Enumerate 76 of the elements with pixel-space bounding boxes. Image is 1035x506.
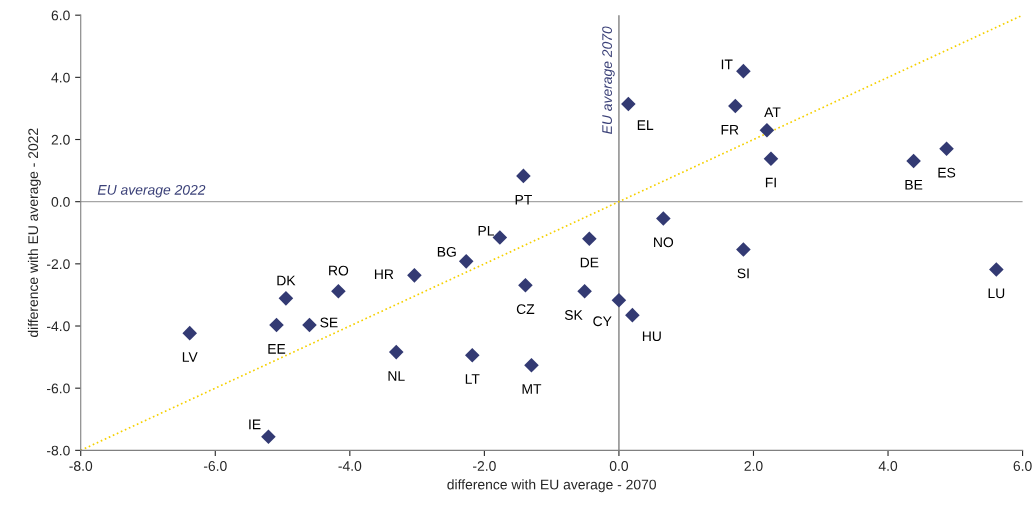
point — [518, 278, 533, 293]
point — [611, 292, 627, 308]
point — [989, 262, 1004, 277]
annotation: EL — [637, 120, 654, 130]
annotation: LT — [465, 374, 480, 384]
annotation: LV — [182, 352, 198, 362]
y-tick-label: -8.0 — [47, 445, 70, 456]
annotation: HU — [642, 331, 661, 342]
x-tick-label: 2.0 — [744, 461, 763, 471]
point — [261, 429, 276, 444]
annotation: EE — [268, 344, 286, 354]
x-tick-label: -2.0 — [473, 461, 496, 471]
point — [331, 283, 346, 299]
x-tick-label: -8.0 — [69, 461, 93, 471]
annotation: SI — [737, 268, 749, 279]
x-tick-label: -4.0 — [338, 461, 362, 471]
point — [736, 242, 751, 257]
y-tick-label: 6.0 — [51, 10, 70, 21]
annotation: IE — [249, 419, 261, 430]
point — [464, 347, 480, 363]
point — [516, 168, 531, 184]
point — [407, 268, 422, 283]
annotation: FR — [721, 124, 739, 135]
y-tick-label: 0.0 — [51, 197, 70, 207]
x-tick-label: 6.0 — [1013, 461, 1032, 471]
annotation: CZ — [516, 304, 535, 315]
ref-line-label: EU average 2070 — [602, 26, 615, 134]
annotation: SE — [320, 317, 338, 328]
annotation: DE — [580, 257, 599, 268]
point — [621, 96, 636, 112]
point — [728, 98, 743, 114]
annotation: AT — [764, 107, 781, 118]
annotation: RO — [329, 265, 349, 276]
point — [302, 317, 317, 333]
point — [625, 307, 640, 323]
point — [763, 151, 779, 167]
point — [269, 317, 284, 333]
point — [182, 325, 197, 341]
annotation: ES — [938, 167, 956, 178]
annotation: LU — [988, 288, 1005, 299]
annotation: BG — [437, 246, 456, 257]
point — [577, 283, 592, 299]
point — [492, 230, 508, 245]
y-tick-label: 2.0 — [51, 134, 70, 145]
annotation: NO — [654, 237, 674, 248]
annotation: CY — [593, 316, 612, 327]
annotation: HR — [374, 269, 394, 279]
annotation: FI — [765, 177, 776, 188]
point — [656, 211, 671, 226]
point — [906, 153, 921, 169]
annotation: BE — [905, 180, 923, 190]
point — [388, 344, 404, 360]
annotation: PT — [515, 194, 532, 205]
y-tick-label: -6.0 — [47, 383, 70, 394]
annotation: NL — [388, 371, 405, 381]
y-tick-label: -2.0 — [47, 259, 70, 270]
y-tick-label: -4.0 — [47, 321, 70, 332]
annotation: MT — [522, 384, 542, 394]
annotation: IT — [721, 59, 733, 70]
point — [736, 63, 751, 79]
annotation: DK — [277, 275, 296, 286]
point — [759, 122, 775, 138]
x-tick-label: 0.0 — [609, 461, 629, 471]
y-tick-label: 4.0 — [51, 72, 70, 83]
point — [458, 254, 474, 269]
x-axis-title: difference with EU average - 2070 — [447, 479, 656, 493]
point — [278, 291, 294, 306]
ref-line-label: EU average 2022 — [97, 184, 206, 198]
annotation: SK — [564, 310, 583, 320]
point — [582, 231, 597, 246]
x-tick-label: 4.0 — [878, 461, 898, 471]
y-axis-title: difference with EU average - 2022 — [27, 128, 41, 338]
point — [524, 357, 539, 373]
annotation: PL — [478, 225, 494, 236]
x-tick-label: -6.0 — [203, 461, 227, 471]
point — [939, 141, 954, 157]
